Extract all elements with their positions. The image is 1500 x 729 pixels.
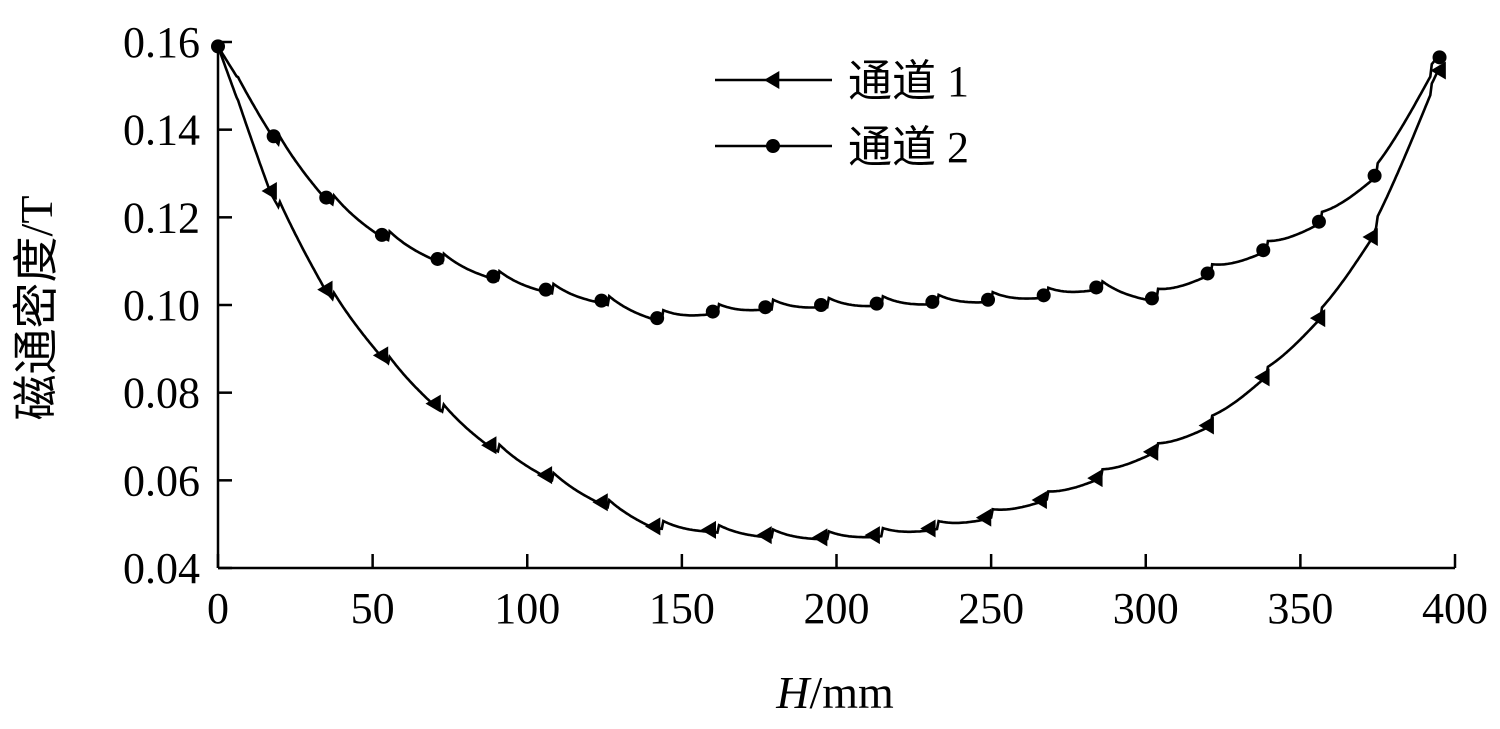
x-tick-label: 150 — [649, 584, 715, 633]
series-1 — [216, 45, 1446, 547]
data-point — [1367, 168, 1382, 183]
x-tick-label: 100 — [494, 584, 560, 633]
data-point — [1362, 228, 1378, 247]
data-point — [425, 394, 441, 413]
series-2 — [211, 39, 1447, 326]
y-tick-label: 0.16 — [123, 18, 200, 67]
series-line — [216, 45, 1441, 322]
x-tick-label: 0 — [207, 584, 229, 633]
data-point — [594, 293, 609, 308]
y-tick-label: 0.10 — [123, 281, 200, 330]
data-point — [1198, 416, 1214, 435]
data-point — [650, 311, 665, 326]
data-point — [975, 508, 992, 527]
legend-item-2: 通道 2 — [715, 123, 969, 172]
y-tick-label: 0.12 — [123, 193, 200, 242]
x-tick-label: 400 — [1422, 584, 1488, 633]
data-point — [1144, 291, 1159, 306]
series-layer — [211, 39, 1447, 547]
data-point — [700, 520, 717, 539]
data-point — [925, 294, 940, 309]
axes — [216, 40, 1455, 570]
data-point — [317, 280, 333, 299]
data-point — [705, 304, 720, 319]
data-point — [1087, 469, 1103, 488]
y-tick-label: 0.06 — [123, 456, 200, 505]
x-axis-title-unit: /mm — [809, 667, 894, 718]
x-tick-label: 350 — [1267, 584, 1333, 633]
data-point — [486, 269, 501, 284]
data-point — [1089, 280, 1104, 295]
data-point — [758, 300, 773, 315]
data-point — [1031, 491, 1047, 510]
data-point — [1432, 50, 1447, 65]
legend-label: 通道 1 — [848, 57, 969, 106]
data-point — [920, 519, 936, 538]
data-point — [981, 292, 996, 307]
data-point — [766, 139, 780, 153]
y-tick-label: 0.14 — [123, 106, 200, 155]
data-point — [211, 39, 225, 54]
data-point — [814, 298, 829, 312]
x-axis-title-variable: H — [775, 667, 812, 718]
data-point — [1430, 61, 1446, 80]
y-tick-label: 0.04 — [123, 544, 200, 593]
legend-label: 通道 2 — [848, 123, 969, 172]
data-point — [319, 190, 334, 205]
data-point — [1036, 288, 1051, 303]
series-line — [216, 45, 1441, 541]
data-point — [645, 517, 661, 536]
data-point — [538, 282, 553, 297]
data-point — [756, 526, 772, 545]
x-tick-label: 200 — [804, 584, 870, 633]
data-point — [372, 346, 389, 365]
x-tick-label: 250 — [958, 584, 1024, 633]
data-point — [481, 436, 497, 455]
x-tick-label: 300 — [1113, 584, 1179, 633]
data-point — [812, 528, 828, 547]
y-axis-title: 磁通密度/T — [11, 196, 62, 421]
data-point — [1142, 442, 1159, 461]
ticks: 0 50 100 150 200 250 300 350 400 0.04 0.06 0.08 0.10… — [123, 18, 1488, 633]
data-point — [1200, 266, 1215, 281]
data-point — [1309, 309, 1326, 328]
data-point — [864, 526, 880, 545]
data-point — [430, 251, 445, 266]
legend-item-1: 通道 1 — [715, 57, 969, 106]
data-point — [592, 493, 608, 512]
data-point — [261, 182, 277, 201]
data-point — [1311, 214, 1326, 229]
legend: 通道 1 通道 2 — [715, 57, 969, 172]
data-point — [536, 466, 553, 485]
data-point — [764, 71, 780, 89]
x-tick-label: 50 — [351, 584, 395, 633]
data-point — [266, 129, 281, 144]
data-point — [1256, 243, 1271, 258]
data-point — [869, 296, 884, 311]
y-tick-label: 0.08 — [123, 369, 200, 418]
data-point — [1254, 368, 1270, 387]
x-axis-title: H/mm — [775, 667, 894, 718]
data-point — [374, 227, 389, 242]
